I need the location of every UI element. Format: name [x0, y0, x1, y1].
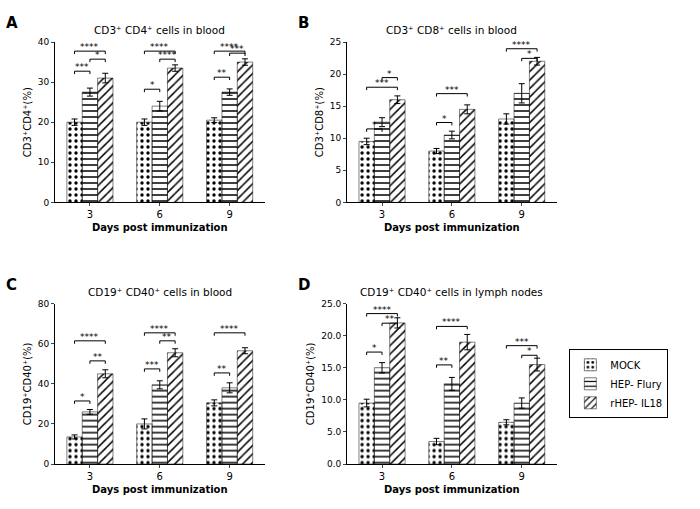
svg-text:80: 80: [38, 299, 50, 309]
svg-text:Days post immunization: Days post immunization: [92, 484, 228, 495]
svg-text:CD3⁺CD8⁺(%): CD3⁺CD8⁺(%): [314, 87, 325, 157]
svg-text:20: 20: [330, 69, 342, 79]
svg-text:CD3⁺ CD4⁺ cells in blood: CD3⁺ CD4⁺ cells in blood: [94, 24, 225, 36]
svg-text:***: ***: [375, 78, 389, 88]
svg-text:D: D: [298, 276, 310, 294]
svg-text:10: 10: [38, 157, 50, 167]
svg-text:25: 25: [330, 37, 341, 47]
svg-text:*: *: [372, 343, 377, 353]
svg-text:**: **: [217, 364, 227, 374]
svg-text:20: 20: [38, 117, 50, 127]
svg-text:****: ****: [373, 305, 392, 315]
svg-text:20: 20: [38, 419, 50, 429]
svg-text:6: 6: [157, 471, 163, 482]
svg-text:***: ***: [145, 360, 159, 370]
svg-text:****: ****: [220, 42, 239, 52]
svg-text:15: 15: [330, 101, 341, 111]
svg-text:*: *: [372, 120, 377, 130]
svg-text:0: 0: [336, 198, 342, 208]
svg-text:CD19⁺CD40⁺(%): CD19⁺CD40⁺(%): [305, 342, 316, 425]
svg-text:3: 3: [379, 209, 385, 220]
svg-text:5: 5: [336, 165, 342, 175]
svg-text:**: **: [93, 352, 103, 362]
svg-text:0.0: 0.0: [327, 459, 342, 469]
svg-text:****: ****: [150, 324, 169, 334]
svg-text:**: **: [162, 332, 172, 342]
svg-text:15.0: 15.0: [321, 363, 341, 373]
svg-text:C: C: [6, 276, 17, 294]
svg-text:CD3⁺ CD8⁺ cells in blood: CD3⁺ CD8⁺ cells in blood: [386, 24, 517, 36]
svg-text:***: ***: [445, 85, 459, 95]
svg-text:A: A: [6, 14, 18, 32]
svg-text:10.0: 10.0: [321, 395, 341, 405]
svg-text:****: ****: [512, 40, 531, 50]
svg-text:*: *: [442, 114, 447, 124]
svg-text:40: 40: [38, 37, 50, 47]
svg-text:*: *: [80, 392, 85, 402]
svg-text:3: 3: [379, 471, 385, 482]
svg-text:0: 0: [43, 198, 49, 208]
svg-text:CD19⁺CD40⁺(%): CD19⁺CD40⁺(%): [22, 342, 33, 425]
svg-text:**: **: [385, 314, 395, 324]
svg-text:****: ****: [150, 42, 169, 52]
svg-text:5.0: 5.0: [327, 427, 342, 437]
svg-text:Days post immunization: Days post immunization: [92, 222, 228, 233]
svg-text:Days post immunization: Days post immunization: [384, 222, 520, 233]
svg-text:****: ****: [158, 50, 177, 60]
svg-text:9: 9: [519, 471, 525, 482]
svg-text:****: ****: [80, 332, 99, 342]
svg-text:20.0: 20.0: [321, 331, 341, 341]
svg-text:MOCK: MOCK: [610, 360, 640, 371]
svg-text:CD19⁺ CD40⁺ cells in lymph nod: CD19⁺ CD40⁺ cells in lymph nodes: [360, 286, 543, 298]
svg-text:HEP- Flury: HEP- Flury: [610, 379, 661, 390]
svg-text:***: ***: [515, 337, 529, 347]
svg-text:*: *: [95, 50, 100, 60]
svg-text:40: 40: [38, 379, 50, 389]
svg-text:3: 3: [87, 209, 93, 220]
svg-text:Days post immunization: Days post immunization: [384, 484, 520, 495]
svg-text:****: ****: [220, 324, 239, 334]
svg-text:*: *: [387, 69, 392, 79]
svg-text:9: 9: [519, 209, 525, 220]
svg-text:25.0: 25.0: [321, 299, 341, 309]
svg-text:6: 6: [157, 209, 163, 220]
svg-text:CD19⁺ CD40⁺ cells in blood: CD19⁺ CD40⁺ cells in blood: [88, 286, 232, 298]
svg-text:**: **: [439, 356, 449, 366]
svg-text:6: 6: [449, 209, 455, 220]
svg-text:60: 60: [38, 339, 50, 349]
svg-text:9: 9: [226, 209, 232, 220]
svg-text:9: 9: [226, 471, 232, 482]
svg-text:10: 10: [330, 133, 342, 143]
svg-text:***: ***: [230, 44, 244, 54]
svg-text:****: ****: [80, 42, 99, 52]
svg-text:0: 0: [43, 459, 49, 469]
svg-text:30: 30: [38, 77, 50, 87]
svg-text:***: ***: [75, 62, 89, 72]
svg-text:CD3⁺CD4⁺(%): CD3⁺CD4⁺(%): [22, 87, 33, 157]
svg-text:rHEP- IL18: rHEP- IL18: [610, 398, 662, 409]
svg-text:B: B: [298, 14, 309, 32]
svg-text:****: ****: [442, 317, 461, 327]
svg-text:*: *: [527, 346, 532, 356]
svg-text:3: 3: [87, 471, 93, 482]
svg-text:**: **: [217, 68, 227, 78]
svg-text:*: *: [527, 49, 532, 59]
svg-text:*: *: [150, 80, 155, 90]
svg-text:6: 6: [449, 471, 455, 482]
